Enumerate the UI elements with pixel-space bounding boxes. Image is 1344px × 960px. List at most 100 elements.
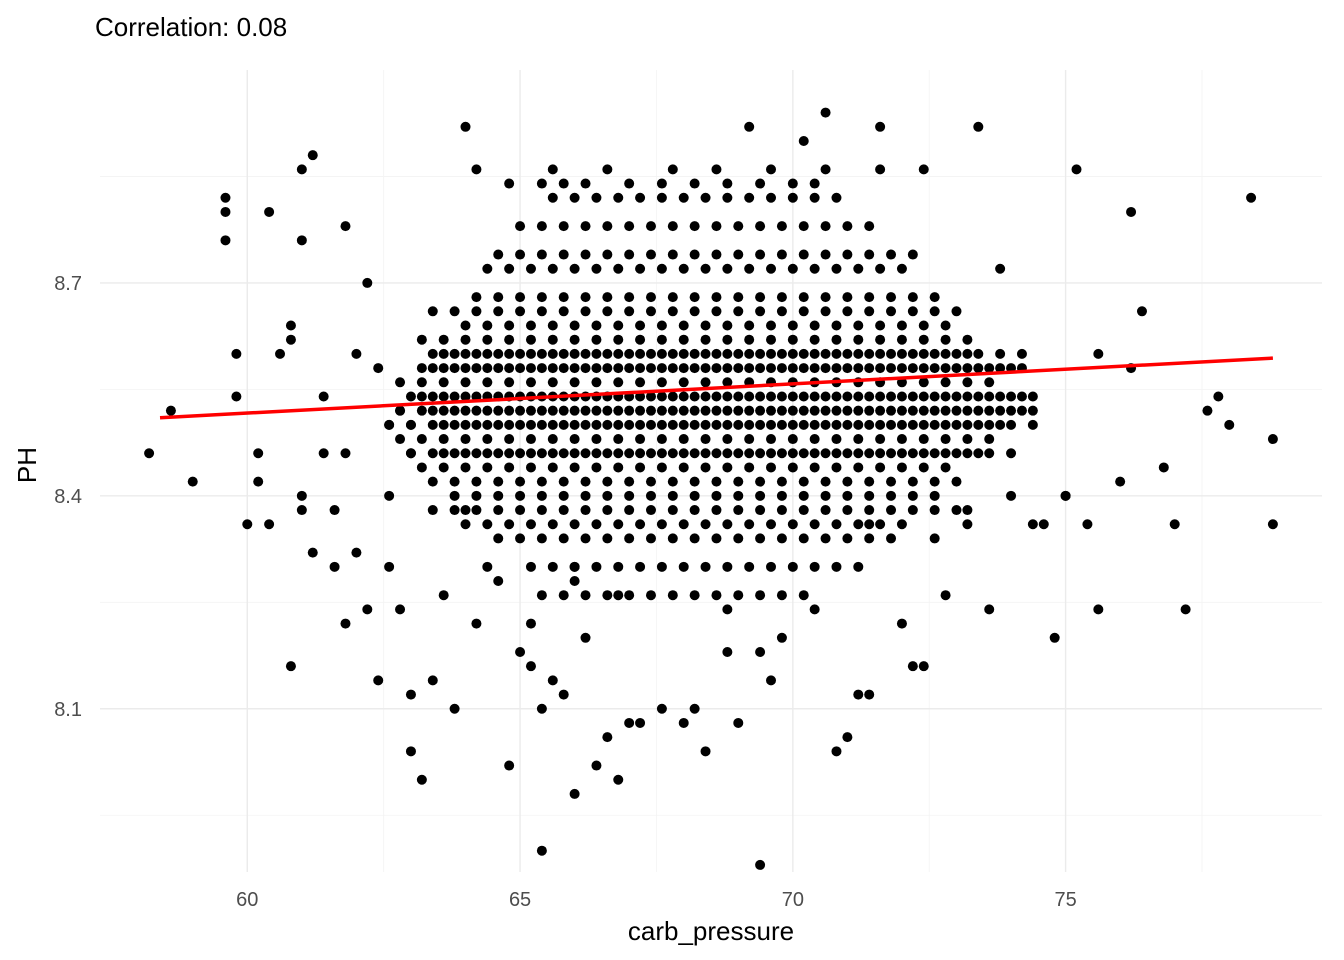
data-point xyxy=(853,391,864,402)
data-point xyxy=(1006,490,1017,501)
data-point xyxy=(831,192,842,203)
data-point xyxy=(755,505,766,516)
data-point xyxy=(296,505,307,516)
data-point xyxy=(569,348,580,359)
data-point xyxy=(1180,604,1191,615)
data-point xyxy=(864,348,875,359)
data-point xyxy=(602,306,613,317)
data-point xyxy=(744,519,755,530)
data-point xyxy=(907,249,918,260)
data-point xyxy=(798,405,809,416)
data-point xyxy=(776,391,787,402)
data-point xyxy=(296,235,307,246)
data-point xyxy=(1158,462,1169,473)
data-point xyxy=(427,405,438,416)
data-point xyxy=(853,448,864,459)
data-point xyxy=(733,533,744,544)
data-point xyxy=(864,490,875,501)
data-point xyxy=(1006,391,1017,402)
data-point xyxy=(798,505,809,516)
data-point xyxy=(853,462,864,473)
data-point xyxy=(755,646,766,657)
data-point xyxy=(875,434,886,445)
data-point xyxy=(635,192,646,203)
data-point xyxy=(776,632,787,643)
data-point xyxy=(886,348,897,359)
data-point xyxy=(405,391,416,402)
data-point xyxy=(951,476,962,487)
data-point xyxy=(940,419,951,430)
data-point xyxy=(755,363,766,374)
data-point xyxy=(689,448,700,459)
data-point xyxy=(493,405,504,416)
data-point xyxy=(558,689,569,700)
data-point xyxy=(711,405,722,416)
data-point xyxy=(493,448,504,459)
data-point xyxy=(929,306,940,317)
data-point xyxy=(340,448,351,459)
data-point xyxy=(787,192,798,203)
data-point xyxy=(318,391,329,402)
data-point xyxy=(482,377,493,388)
data-point xyxy=(416,405,427,416)
data-point xyxy=(820,348,831,359)
data-point xyxy=(602,476,613,487)
data-point xyxy=(569,448,580,459)
data-point xyxy=(427,675,438,686)
data-point xyxy=(929,448,940,459)
data-point xyxy=(460,505,471,516)
data-point xyxy=(711,419,722,430)
data-point xyxy=(645,476,656,487)
data-point xyxy=(755,292,766,303)
data-point xyxy=(831,519,842,530)
data-point xyxy=(1246,192,1257,203)
data-point xyxy=(580,505,591,516)
data-point xyxy=(896,419,907,430)
data-point xyxy=(602,164,613,175)
data-point xyxy=(940,405,951,416)
data-point xyxy=(798,490,809,501)
data-point xyxy=(711,348,722,359)
data-point xyxy=(722,334,733,345)
data-point xyxy=(733,221,744,232)
data-point xyxy=(460,448,471,459)
data-point xyxy=(776,221,787,232)
data-point xyxy=(635,348,646,359)
data-point xyxy=(918,334,929,345)
data-point xyxy=(733,448,744,459)
data-point xyxy=(591,263,602,274)
data-point xyxy=(580,448,591,459)
data-point xyxy=(569,320,580,331)
data-point xyxy=(733,419,744,430)
data-point xyxy=(231,348,242,359)
data-point xyxy=(700,363,711,374)
data-point xyxy=(656,448,667,459)
data-point xyxy=(809,405,820,416)
data-point xyxy=(504,462,515,473)
data-point xyxy=(580,476,591,487)
data-point xyxy=(536,476,547,487)
data-point xyxy=(1016,405,1027,416)
data-point xyxy=(831,448,842,459)
data-point xyxy=(722,192,733,203)
data-point xyxy=(558,348,569,359)
data-point xyxy=(689,590,700,601)
data-point xyxy=(809,419,820,430)
data-point xyxy=(591,405,602,416)
data-point xyxy=(776,292,787,303)
data-point xyxy=(689,505,700,516)
data-point xyxy=(831,405,842,416)
data-point xyxy=(613,377,624,388)
data-point xyxy=(722,561,733,572)
data-point xyxy=(766,164,777,175)
data-point xyxy=(700,391,711,402)
data-point xyxy=(515,448,526,459)
data-point xyxy=(395,405,406,416)
data-point xyxy=(285,334,296,345)
data-point xyxy=(449,405,460,416)
data-point xyxy=(787,405,798,416)
data-point xyxy=(645,306,656,317)
data-point xyxy=(569,561,580,572)
data-point xyxy=(984,363,995,374)
